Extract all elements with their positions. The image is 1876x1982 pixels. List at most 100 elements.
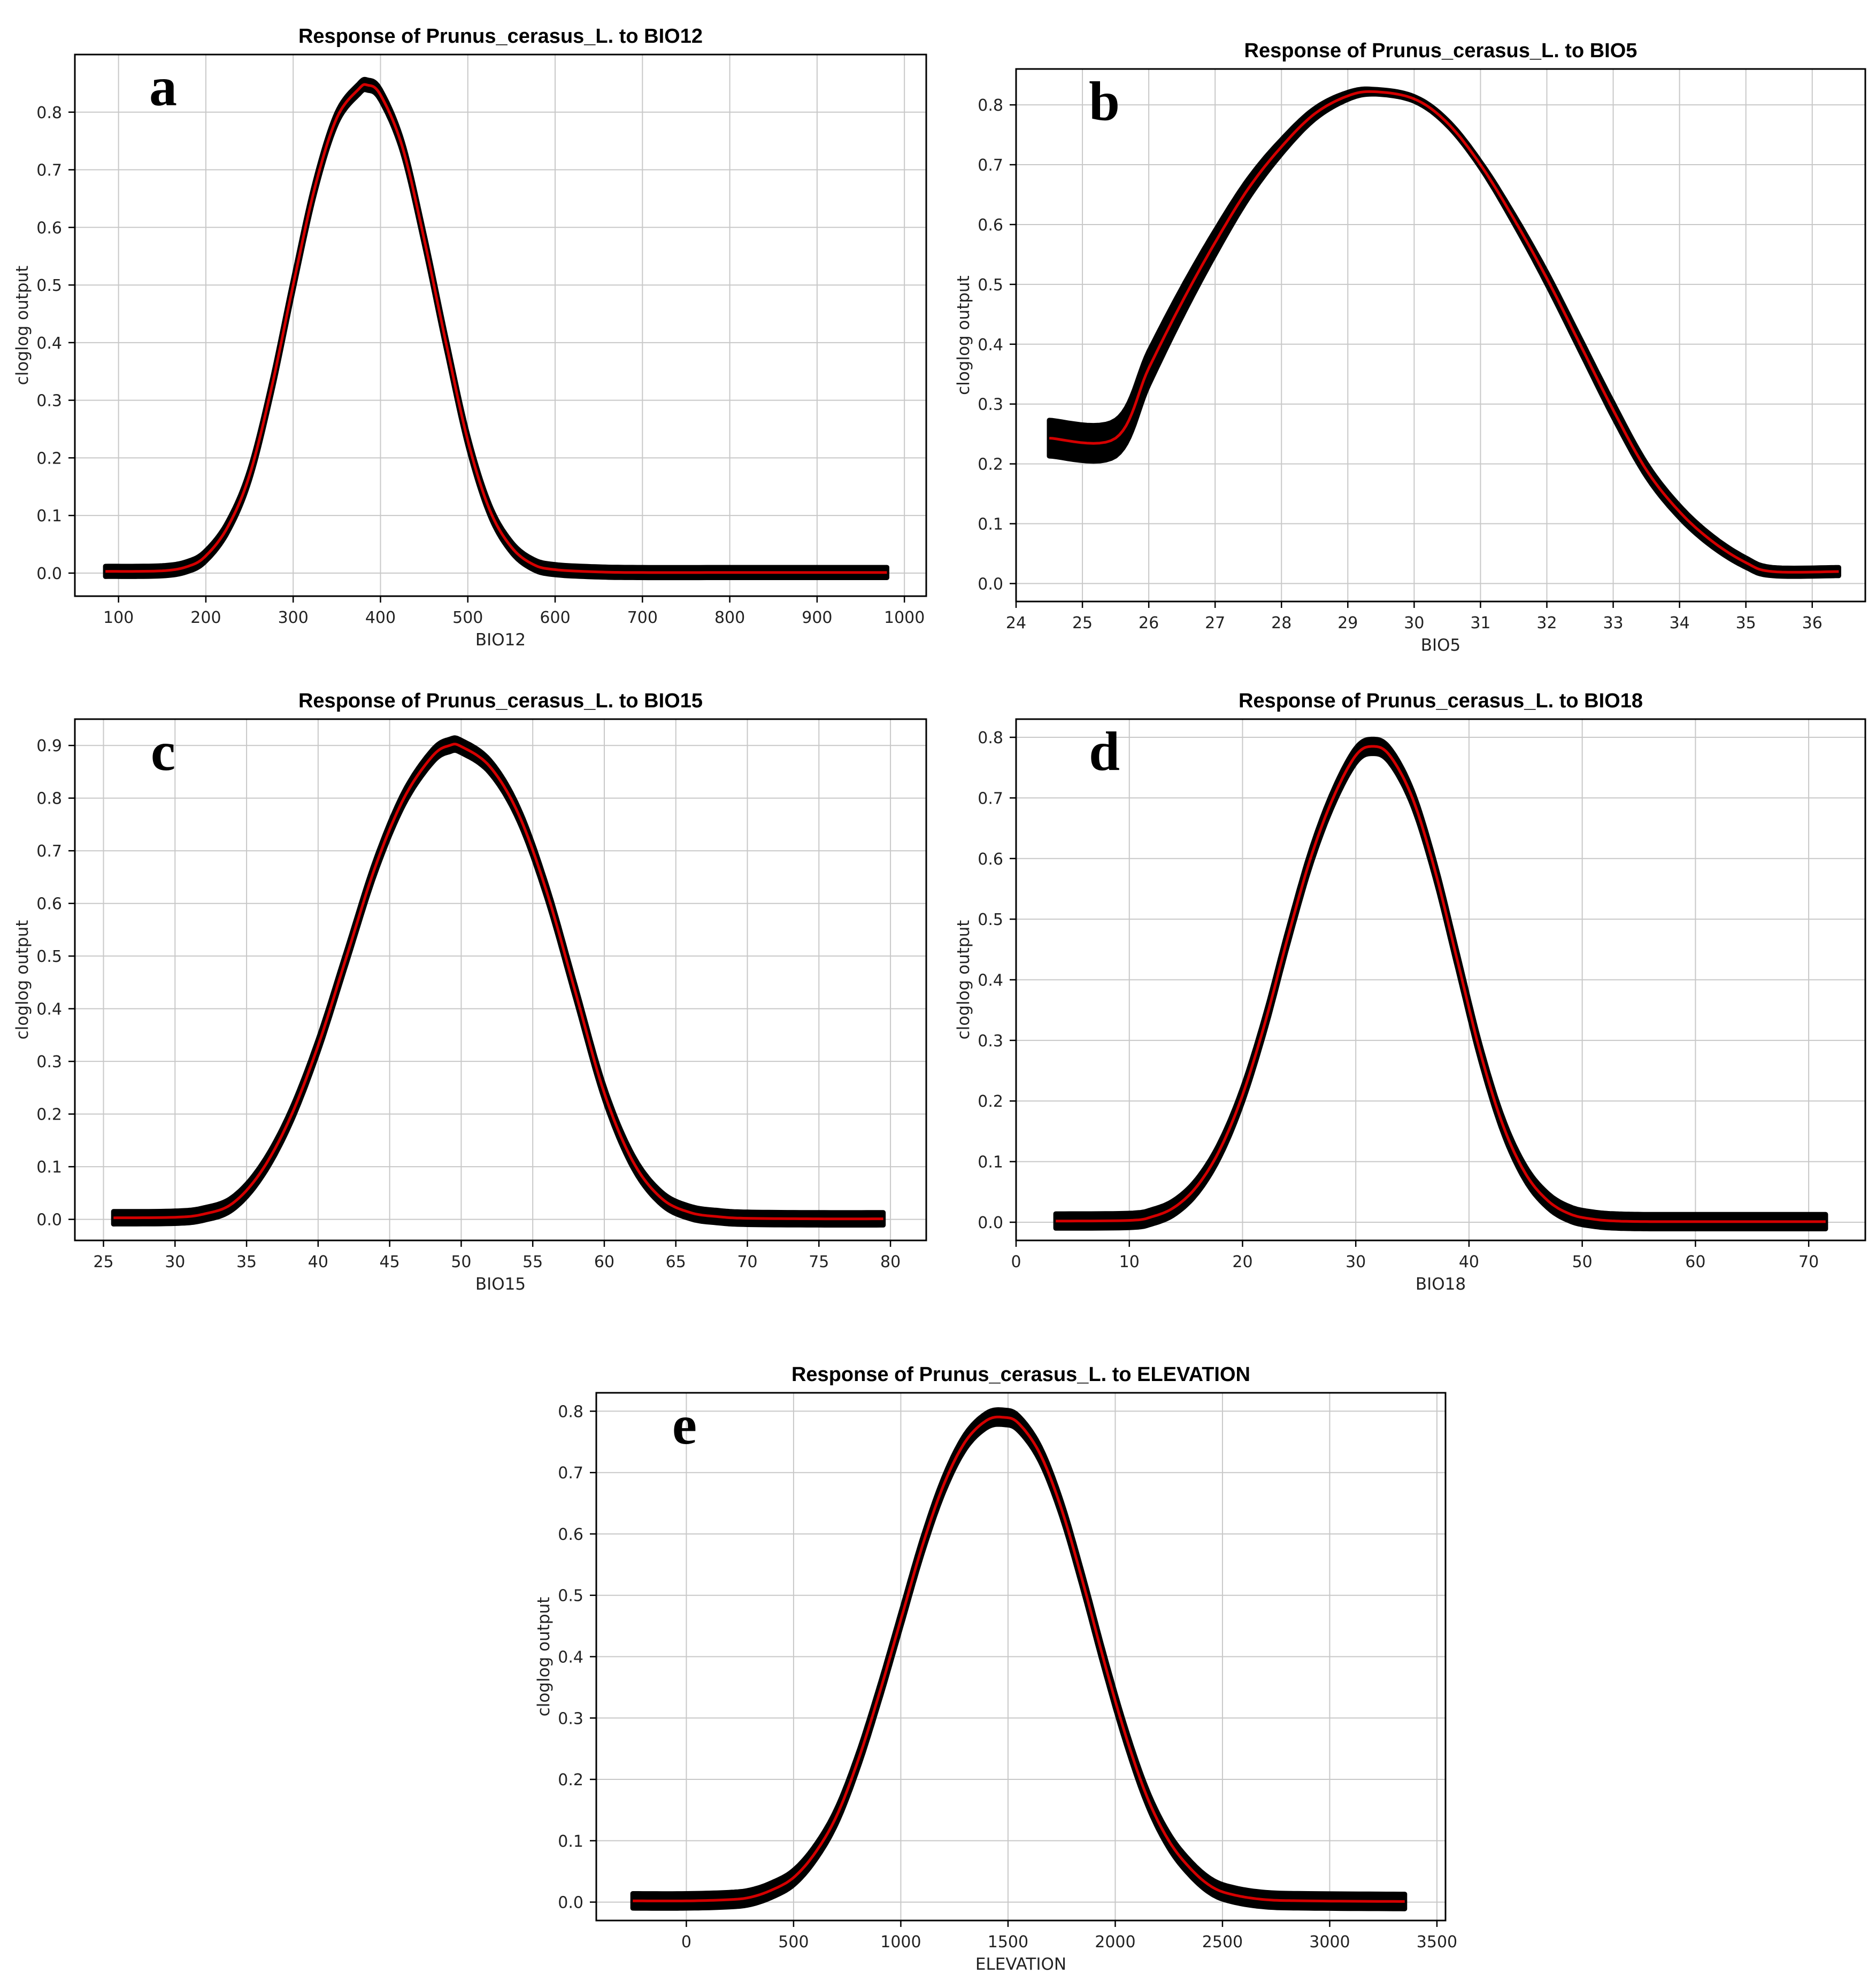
chart-a-confidence-band [103,76,889,581]
chart-a-ytick-label: 0.8 [36,104,62,122]
chart-d-xlabel: BIO18 [1416,1275,1466,1294]
chart-b-ytick-label: 0.3 [978,396,1003,414]
chart-b-xtick-label: 33 [1603,614,1623,633]
chart-panel-a: Response of Prunus_cerasus_L. to BIO12 10… [0,16,941,658]
chart-a-ytick-label: 0.4 [36,334,62,353]
chart-b-xtick-label: 25 [1072,614,1093,633]
chart-e-ylabel: cloglog output [534,1597,553,1717]
chart-c-xtick-label: 65 [666,1253,686,1271]
chart-d-title: Response of Prunus_cerasus_L. to BIO18 [1239,690,1643,712]
chart-b-xtick-label: 27 [1205,614,1225,633]
chart-e-ytick-label: 0.1 [558,1832,583,1851]
chart-d-panel-letter: d [1089,721,1120,782]
chart-c-xtick-label: 45 [380,1253,400,1271]
chart-b-xtick-label: 36 [1802,614,1823,633]
chart-d-xtick-label: 40 [1459,1253,1479,1271]
chart-e-ytick-label: 0.6 [558,1525,583,1544]
chart-d-xtick-label: 30 [1346,1253,1366,1271]
chart-e-xtick-label: 2500 [1202,1933,1243,1952]
chart-b-xtick-label: 34 [1670,614,1690,633]
chart-a-ytick-label: 0.1 [36,507,62,526]
chart-b-xtick-label: 24 [1006,614,1026,633]
chart-d-xtick-label: 0 [1011,1253,1021,1271]
chart-e-confidence-band [630,1407,1408,1911]
chart-b-xtick-label: 26 [1139,614,1159,633]
chart-c-xtick-label: 75 [809,1253,829,1271]
chart-a-ytick-label: 0.0 [36,565,62,583]
chart-d-ytick-label: 0.7 [978,789,1003,808]
chart-e-xtick-label: 1500 [988,1933,1028,1952]
chart-b-ytick-label: 0.4 [978,336,1003,354]
chart-b-ytick-label: 0.8 [978,96,1003,115]
chart-c-xtick-label: 80 [880,1253,901,1271]
chart-c-xtick-label: 60 [594,1253,614,1271]
chart-c-ytick-label: 0.4 [36,1000,62,1019]
chart-b-plot-frame [1015,68,1866,603]
chart-e-xtick-label: 0 [681,1933,691,1952]
chart-c-ytick-label: 0.8 [36,790,62,808]
chart-b-mean-response-line [1049,90,1839,574]
chart-c-xtick-label: 70 [737,1253,757,1271]
chart-d-ytick-label: 0.3 [978,1032,1003,1051]
chart-a-xtick-label: 400 [365,608,396,627]
chart-a: Response of Prunus_cerasus_L. to BIO12 10… [13,25,927,650]
chart-a-xtick-label: 1000 [884,608,925,627]
chart-a-xtick-label: 300 [278,608,309,627]
chart-a-ytick-label: 0.3 [36,392,62,411]
chart-d-confidence-band [1053,736,1828,1231]
chart-a-xtick-label: 600 [540,608,570,627]
chart-b-xlabel: BIO5 [1421,636,1461,655]
chart-a-xtick-label: 800 [714,608,745,627]
chart-b-xtick-label: 31 [1470,614,1490,633]
chart-c-ytick-label: 0.1 [36,1158,62,1177]
chart-e-ytick-label: 0.0 [558,1894,583,1912]
chart-d-ytick-label: 0.4 [978,971,1003,990]
chart-a-ytick-label: 0.6 [36,219,62,237]
chart-c-panel-letter: c [151,721,175,782]
chart-a-title: Response of Prunus_cerasus_L. to BIO12 [298,25,703,48]
chart-b-ytick-label: 0.6 [978,216,1003,235]
chart-c-ytick-label: 0.5 [36,947,62,966]
chart-e-xtick-label: 2000 [1095,1933,1135,1952]
chart-b-xtick-label: 35 [1736,614,1756,633]
chart-d-xtick-label: 60 [1685,1253,1705,1271]
chart-c-ytick-label: 0.6 [36,895,62,914]
chart-panel-d: Response of Prunus_cerasus_L. to BIO18 0 1… [947,679,1876,1310]
chart-a-ytick-label: 0.2 [36,449,62,468]
chart-b-title: Response of Prunus_cerasus_L. to BIO5 [1244,40,1637,62]
chart-panel-e: Response of Prunus_cerasus_L. to ELEVATI… [524,1353,1471,1982]
chart-b-ytick-label: 0.7 [978,156,1003,175]
chart-c-ytick-label: 0.0 [36,1211,62,1230]
chart-b-xtick-label: 30 [1404,614,1424,633]
chart-d-ytick-label: 0.8 [978,729,1003,747]
chart-c-ytick-label: 0.9 [36,737,62,755]
chart-a-xtick-label: 900 [802,608,832,627]
chart-e-title: Response of Prunus_cerasus_L. to ELEVATI… [791,1363,1250,1386]
chart-d: Response of Prunus_cerasus_L. to BIO18 0 1… [954,690,1866,1294]
chart-a-xtick-label: 700 [627,608,658,627]
chart-e-panel-letter: e [672,1394,697,1456]
chart-e-ytick-label: 0.5 [558,1587,583,1606]
chart-c-confidence-band [111,735,886,1228]
chart-d-ylabel: cloglog output [954,920,973,1040]
chart-e-xtick-label: 500 [778,1933,809,1952]
chart-c-title: Response of Prunus_cerasus_L. to BIO15 [298,690,703,712]
chart-d-xtick-label: 50 [1572,1253,1593,1271]
chart-panel-b: Response of Prunus_cerasus_L. to BIO5 24 2… [947,29,1876,671]
chart-c-xlabel: BIO15 [475,1275,526,1294]
chart-b-confidence-band [1047,86,1841,579]
chart-d-mean-response-line [1056,745,1826,1223]
chart-c-xtick-label: 50 [451,1253,471,1271]
chart-b-panel-letter: b [1089,71,1120,132]
chart-a-mean-response-line [105,83,887,574]
chart-c-xtick-label: 30 [165,1253,185,1271]
chart-d-ytick-label: 0.2 [978,1092,1003,1111]
chart-c-ytick-label: 0.3 [36,1053,62,1071]
chart-d-ytick-label: 0.0 [978,1214,1003,1232]
chart-a-xtick-label: 500 [452,608,483,627]
chart-e-xtick-label: 3500 [1417,1933,1457,1952]
chart-a-ylabel: cloglog output [13,266,32,385]
chart-d-xtick-label: 20 [1232,1253,1252,1271]
chart-d-ytick-label: 0.6 [978,850,1003,869]
chart-b-xtick-label: 29 [1337,614,1358,633]
